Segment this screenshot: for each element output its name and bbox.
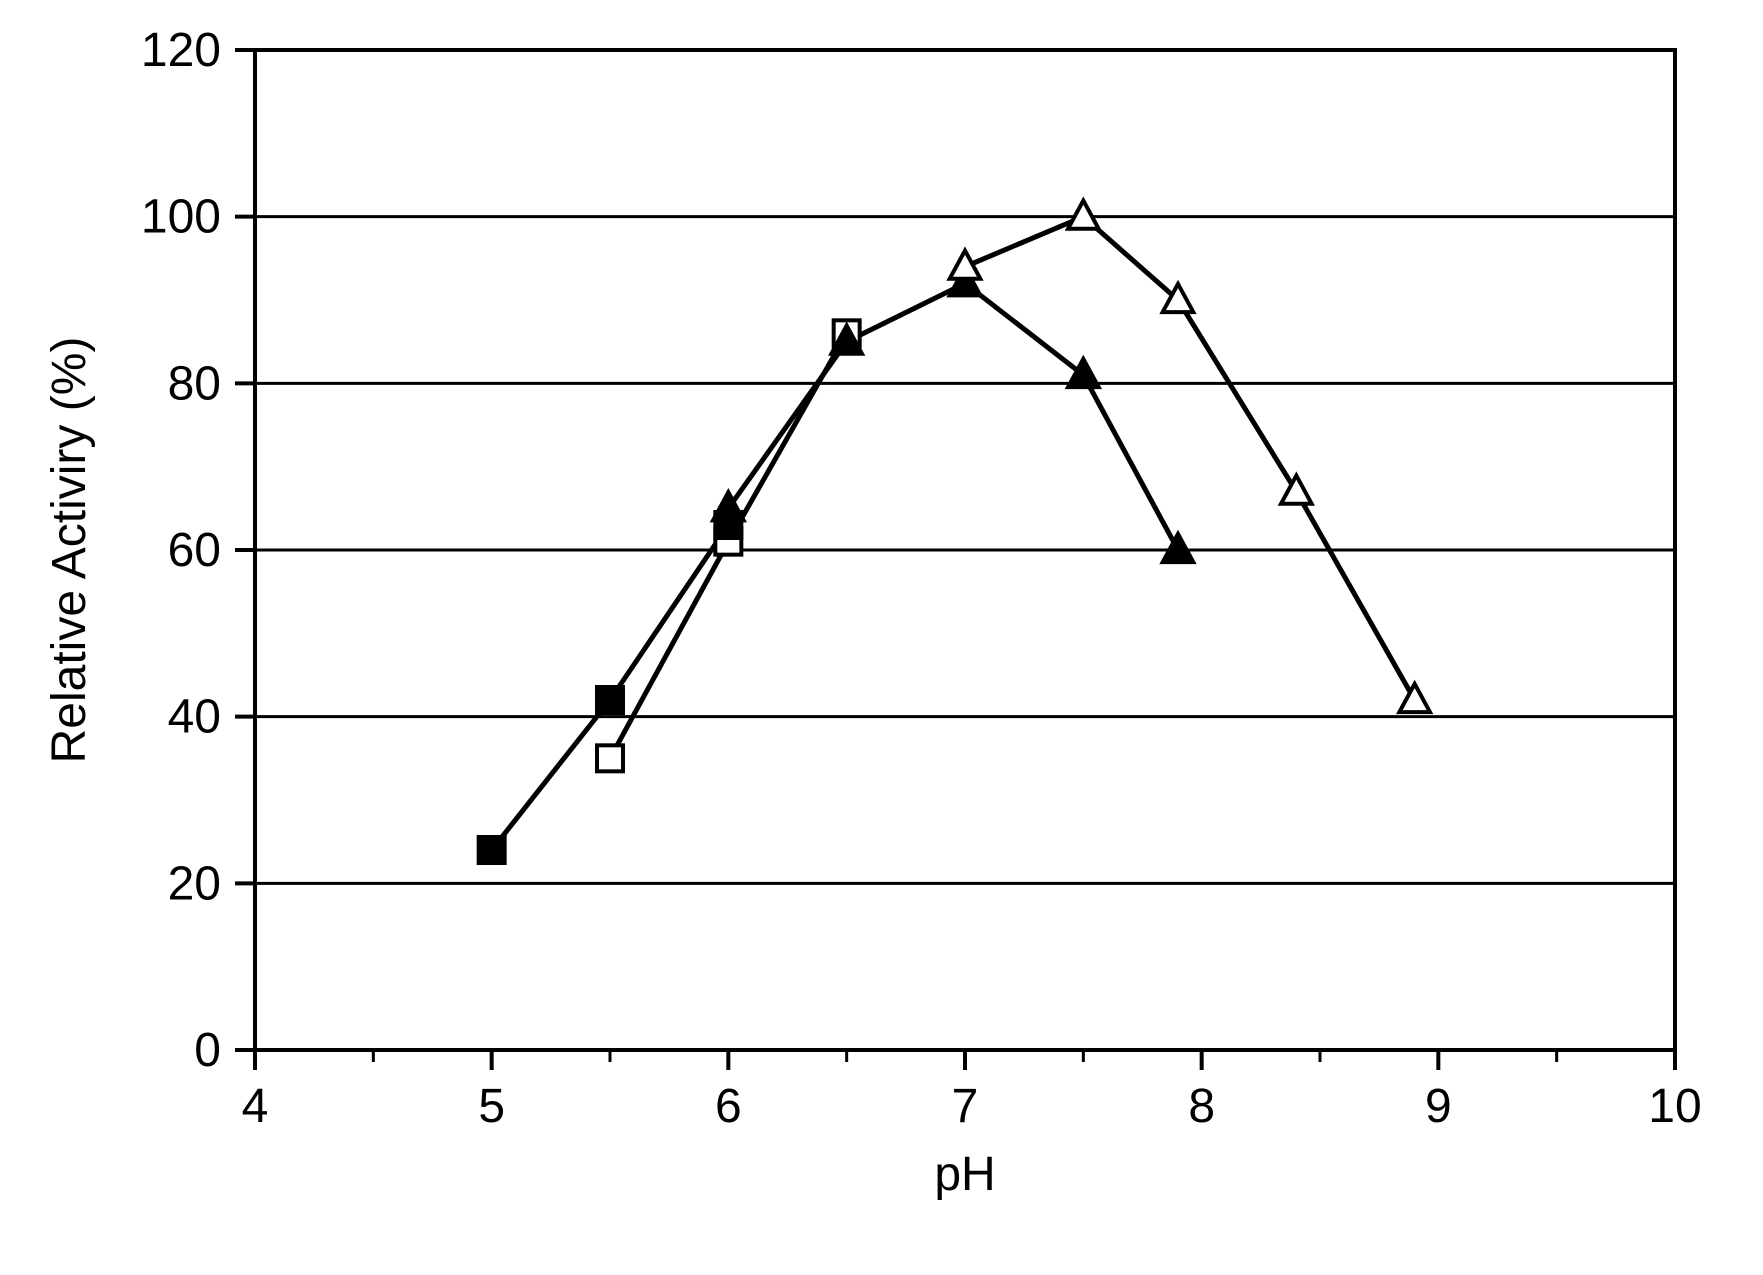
chart-container: 45678910020406080100120pHRelative Activi… bbox=[0, 0, 1763, 1275]
y-tick-label: 120 bbox=[141, 24, 221, 77]
y-tick-label: 80 bbox=[168, 357, 221, 410]
x-tick-label: 9 bbox=[1425, 1080, 1452, 1133]
marker-filled-square bbox=[479, 837, 505, 863]
x-tick-label: 4 bbox=[242, 1080, 269, 1133]
chart-svg: 45678910020406080100120pHRelative Activi… bbox=[0, 0, 1763, 1275]
x-axis-label: pH bbox=[934, 1148, 995, 1201]
marker-open-square bbox=[597, 745, 623, 771]
x-tick-label: 6 bbox=[715, 1080, 742, 1133]
y-tick-label: 40 bbox=[168, 691, 221, 744]
y-tick-label: 60 bbox=[168, 524, 221, 577]
y-tick-label: 0 bbox=[194, 1024, 221, 1077]
y-tick-label: 20 bbox=[168, 857, 221, 910]
x-tick-label: 7 bbox=[952, 1080, 979, 1133]
y-tick-label: 100 bbox=[141, 191, 221, 244]
y-axis-label: Relative Activiry (%) bbox=[43, 337, 96, 764]
x-tick-label: 8 bbox=[1188, 1080, 1215, 1133]
marker-filled-square bbox=[597, 687, 623, 713]
x-tick-label: 10 bbox=[1648, 1080, 1701, 1133]
x-tick-label: 5 bbox=[478, 1080, 505, 1133]
